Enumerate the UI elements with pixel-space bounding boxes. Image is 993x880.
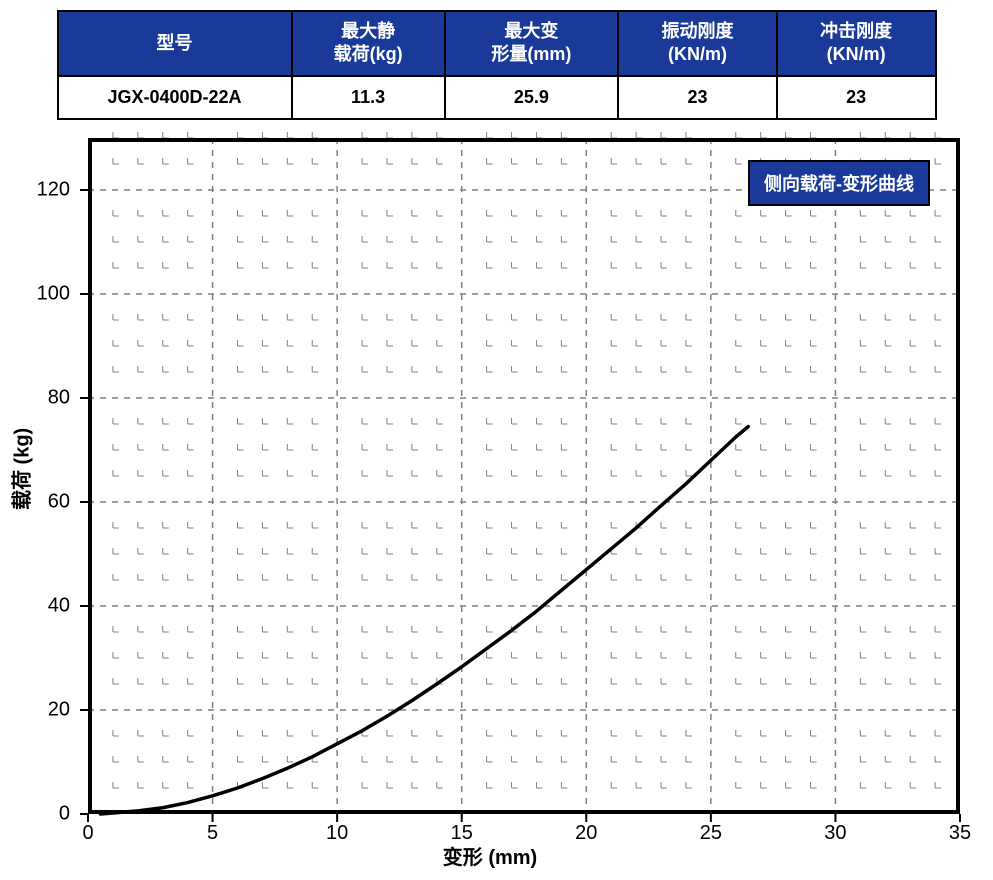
chart-legend: 侧向载荷-变形曲线 bbox=[748, 160, 930, 206]
col-label-l1: 最大静 bbox=[341, 21, 395, 41]
col-label-l2: (KN/m) bbox=[668, 44, 727, 64]
table-header-row: 型号 最大静 载荷(kg) 最大变 形量(mm) 振动刚度 (KN/m) 冲击刚… bbox=[58, 11, 936, 76]
y-tick-label: 120 bbox=[30, 178, 70, 201]
cell-max-static-load: 11.3 bbox=[292, 76, 445, 119]
col-model: 型号 bbox=[58, 11, 292, 76]
y-tick-label: 60 bbox=[30, 490, 70, 513]
plot-border bbox=[88, 138, 960, 814]
table-row: JGX-0400D-22A 11.3 25.9 23 23 bbox=[58, 76, 936, 119]
cell-model: JGX-0400D-22A bbox=[58, 76, 292, 119]
x-tick-label: 25 bbox=[700, 822, 722, 845]
x-tick-label: 10 bbox=[326, 822, 348, 845]
x-tick-label: 20 bbox=[575, 822, 597, 845]
col-max-deform: 最大变 形量(mm) bbox=[445, 11, 618, 76]
col-impact-stiff: 冲击刚度 (KN/m) bbox=[777, 11, 936, 76]
col-label-l1: 振动刚度 bbox=[661, 21, 733, 41]
y-tick-label: 100 bbox=[30, 282, 70, 305]
col-vib-stiff: 振动刚度 (KN/m) bbox=[618, 11, 777, 76]
cell-max-deform: 25.9 bbox=[445, 76, 618, 119]
col-label-l1: 最大变 bbox=[504, 21, 558, 41]
y-tick-label: 40 bbox=[30, 594, 70, 617]
legend-text: 侧向载荷-变形曲线 bbox=[764, 174, 914, 194]
y-tick-label: 80 bbox=[30, 386, 70, 409]
col-label: 型号 bbox=[157, 33, 193, 53]
x-tick-label: 5 bbox=[207, 822, 218, 845]
chart-area: 载荷 (kg) 变形 (mm) 侧向载荷-变形曲线 02040608010012… bbox=[10, 130, 970, 870]
x-tick-label: 15 bbox=[451, 822, 473, 845]
cell-impact-stiff: 23 bbox=[777, 76, 936, 119]
cell-vib-stiff: 23 bbox=[618, 76, 777, 119]
col-label-l2: (KN/m) bbox=[827, 44, 886, 64]
x-tick-label: 0 bbox=[82, 822, 93, 845]
spec-table: 型号 最大静 载荷(kg) 最大变 形量(mm) 振动刚度 (KN/m) 冲击刚… bbox=[57, 10, 937, 120]
col-max-static-load: 最大静 载荷(kg) bbox=[292, 11, 445, 76]
x-tick-label: 35 bbox=[949, 822, 971, 845]
col-label-l2: 载荷(kg) bbox=[334, 44, 403, 64]
col-label-l2: 形量(mm) bbox=[491, 44, 571, 64]
col-label-l1: 冲击刚度 bbox=[820, 21, 892, 41]
x-tick-label: 30 bbox=[824, 822, 846, 845]
y-tick-label: 20 bbox=[30, 698, 70, 721]
y-tick-label: 0 bbox=[30, 802, 70, 825]
